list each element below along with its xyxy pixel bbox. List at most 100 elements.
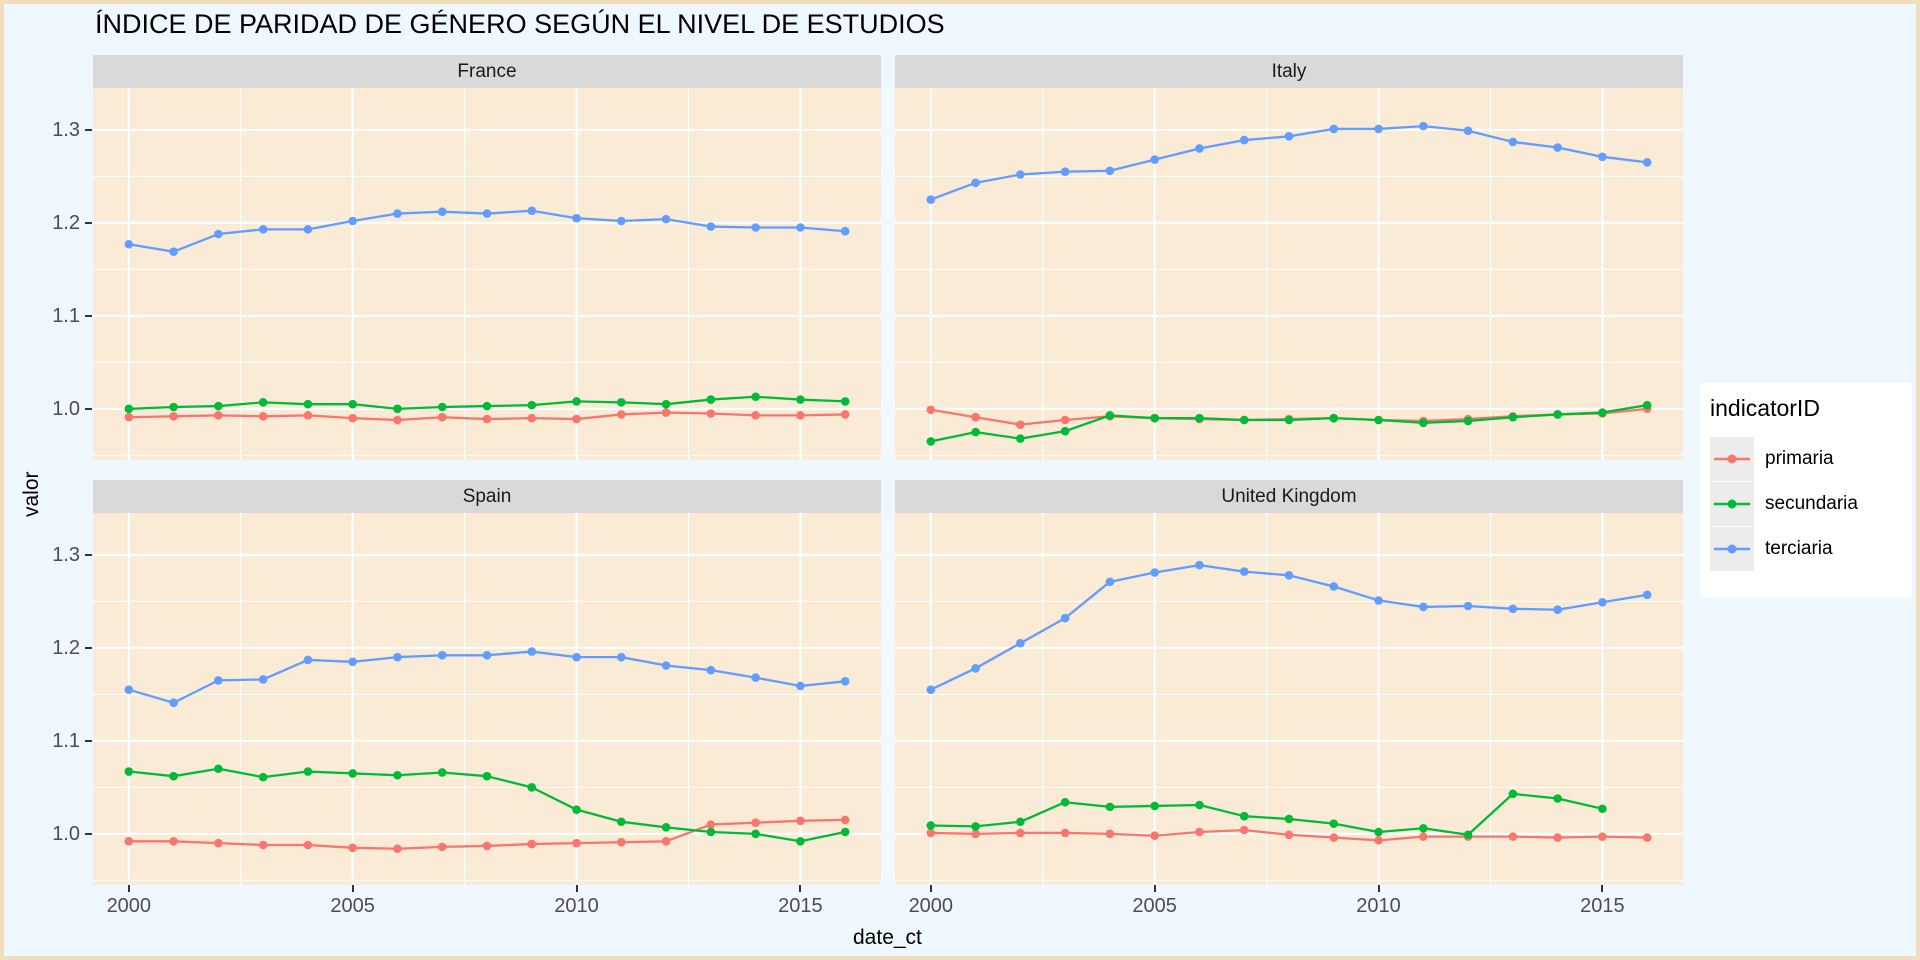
data-point-terciaria [840,677,850,686]
facet-label: Italy [1271,60,1307,82]
data-point-primaria [258,411,268,421]
data-point-secundaria [971,427,980,437]
data-point-primaria [840,815,850,825]
data-point-primaria [926,828,936,838]
data-point-terciaria [1508,137,1518,147]
y-tick-mark [85,739,92,742]
data-point-secundaria [1150,801,1159,811]
data-point-terciaria [796,223,805,232]
data-point-primaria [617,410,626,419]
data-point-primaria [348,843,357,853]
data-point-primaria [971,829,980,839]
data-point-terciaria [1284,571,1294,580]
data-point-terciaria [572,652,581,662]
data-point-terciaria [1642,158,1652,167]
data-point-primaria [393,844,402,854]
y-tick-label: 1.3 [52,118,80,141]
data-point-secundaria [971,822,980,831]
data-point-secundaria [303,399,313,409]
data-point-primaria [303,411,313,420]
data-point-primaria [661,408,671,417]
data-point-primaria [796,411,805,420]
data-point-terciaria [1329,124,1339,134]
legend-item-secundaria: secundaria [1710,481,1912,526]
legend-label: secundaria [1765,492,1858,514]
data-point-primaria [1374,836,1383,845]
data-point-secundaria [482,771,492,781]
data-point-secundaria [1598,408,1607,417]
data-point-secundaria [1105,802,1115,812]
data-point-secundaria [1284,814,1294,824]
data-point-secundaria [840,827,850,837]
data-point-primaria [572,838,581,848]
data-point-terciaria [1239,135,1249,145]
plot-area-united-kingdom [895,513,1683,885]
data-point-terciaria [393,652,402,662]
data-point-terciaria [840,226,850,236]
data-point-secundaria [527,783,537,792]
legend-label: primaria [1765,447,1834,469]
data-point-terciaria [214,229,223,239]
y-tick-mark [85,128,92,131]
legend-label: terciaria [1765,537,1833,559]
data-point-primaria [1150,831,1159,841]
data-point-terciaria [1598,152,1607,162]
data-point-terciaria [527,206,537,216]
x-tick-label: 2005 [330,895,375,917]
data-point-secundaria [1419,823,1428,833]
data-point-terciaria [124,239,134,249]
data-point-secundaria [796,395,805,404]
data-point-secundaria [1060,426,1070,436]
data-point-secundaria [1195,800,1204,810]
data-point-primaria [169,411,178,421]
data-point-primaria [1239,825,1249,835]
data-point-secundaria [706,827,716,837]
data-point-terciaria [1508,604,1518,614]
facet-strip-france: France [93,55,881,88]
data-point-terciaria [1060,167,1070,176]
data-point-terciaria [1150,568,1159,577]
y-tick-mark [85,646,92,649]
data-point-terciaria [527,647,537,656]
data-point-terciaria [751,223,760,232]
x-axis-title: date_ct [853,926,922,949]
data-point-terciaria [303,225,313,234]
data-point-terciaria [1016,638,1025,648]
data-point-secundaria [1016,434,1025,443]
data-point-secundaria [1553,794,1562,803]
data-point-secundaria [169,771,178,781]
data-point-secundaria [840,397,850,406]
data-point-secundaria [661,823,671,832]
facet-strip-italy: Italy [895,55,1683,88]
data-point-secundaria [258,772,268,782]
legend-item-primaria: primaria [1710,436,1912,481]
data-point-secundaria [617,398,626,407]
data-point-primaria [482,414,492,424]
x-tick-label: 2000 [106,895,152,917]
facet-label: Spain [462,485,512,507]
x-tick-mark [127,885,130,892]
data-point-terciaria [1374,596,1383,605]
y-tick-mark [85,221,92,224]
data-point-secundaria [926,437,936,446]
data-point-secundaria [1016,817,1025,827]
data-point-terciaria [617,652,626,662]
y-tick-label: 1.1 [52,729,80,752]
data-point-terciaria [1553,143,1562,152]
y-tick-label: 1.2 [52,211,80,234]
data-point-terciaria [1642,590,1652,600]
legend-item-terciaria: terciaria [1710,526,1912,571]
data-point-primaria [124,412,134,422]
x-tick-mark [351,885,354,892]
data-point-primaria [214,411,223,420]
data-point-terciaria [258,675,268,684]
data-point-primaria [393,415,402,425]
data-point-terciaria [1553,605,1562,615]
data-point-secundaria [1374,415,1383,425]
facet-label: United Kingdom [1221,485,1357,507]
data-point-secundaria [1060,797,1070,807]
data-point-primaria [169,836,178,846]
data-point-primaria [1642,833,1652,842]
data-point-secundaria [393,770,402,780]
